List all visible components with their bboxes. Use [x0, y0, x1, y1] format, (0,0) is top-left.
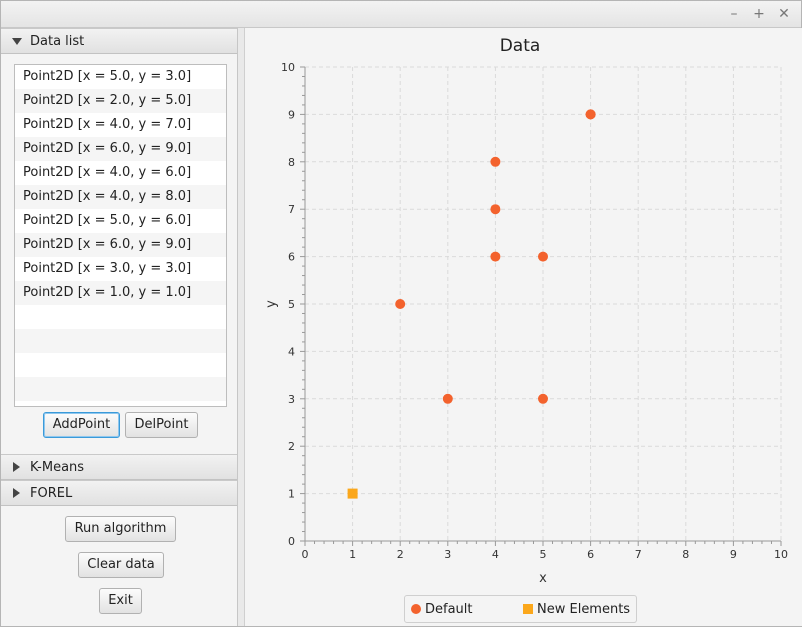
list-item[interactable]: Point2D [x = 6.0, y = 9.0] — [15, 137, 226, 161]
del-point-button[interactable]: DelPoint — [125, 412, 198, 438]
list-item[interactable]: Point2D [x = 2.0, y = 5.0] — [15, 89, 226, 113]
x-tick-label: 6 — [587, 548, 594, 561]
data-point-circle — [442, 393, 453, 404]
x-tick-label: 5 — [540, 548, 547, 561]
list-item[interactable]: Point2D [x = 5.0, y = 3.0] — [23, 69, 192, 84]
list-item[interactable]: Point2D [x = 6.0, y = 9.0] — [15, 233, 226, 257]
legend-label-default: Default — [425, 602, 473, 617]
circle-marker-icon — [411, 604, 421, 614]
x-tick-label: 4 — [492, 548, 499, 561]
data-list[interactable]: Point2D [x = 5.0, y = 3.0] Point2D [x = … — [14, 64, 227, 407]
scatter-chart: 0 1 2 3 4 5 6 7 8 9 10 0 1 2 3 4 5 6 7 8 9 10 x y — [264, 61, 788, 586]
chevron-right-icon — [13, 488, 23, 498]
add-point-button[interactable]: AddPoint — [43, 412, 120, 438]
empty-row — [15, 353, 226, 377]
legend-item-default: Default — [411, 602, 473, 617]
y-tick-label: 3 — [288, 393, 295, 406]
x-tick-label: 2 — [397, 548, 404, 561]
split-divider[interactable] — [238, 28, 245, 626]
chart-legend: Default New Elements — [404, 595, 637, 623]
maximize-button[interactable]: + — [753, 6, 765, 22]
data-point-circle — [395, 299, 406, 309]
close-button[interactable]: ✕ — [778, 6, 790, 22]
run-algorithm-button[interactable]: Run algorithm — [65, 516, 176, 542]
y-tick-label: 8 — [288, 156, 295, 169]
data-point-circle — [538, 251, 548, 262]
minimize-button[interactable]: – — [730, 6, 738, 22]
y-axis-label: y — [264, 300, 279, 308]
kmeans-title: K-Means — [30, 460, 85, 475]
chart-title: Data — [499, 36, 541, 56]
y-tick-label: 2 — [288, 440, 295, 453]
list-item[interactable]: Point2D [x = 3.0, y = 3.0] — [23, 261, 192, 276]
clear-data-button[interactable]: Clear data — [78, 552, 164, 578]
list-item[interactable]: Point2D [x = 5.0, y = 6.0] — [23, 213, 192, 228]
y-tick-label: 10 — [281, 61, 295, 74]
data-list-header[interactable]: Data list — [1, 28, 237, 54]
legend-item-new-elements: New Elements — [523, 602, 630, 617]
y-tick-label: 1 — [288, 488, 295, 501]
forel-title: FOREL — [30, 486, 73, 501]
y-tick-label: 4 — [288, 345, 295, 358]
list-item[interactable]: Point2D [x = 1.0, y = 1.0] — [15, 281, 226, 305]
y-tick-label: 7 — [288, 203, 295, 216]
y-tick-label: 0 — [288, 535, 295, 548]
chevron-right-icon — [13, 462, 23, 472]
x-tick-label: 1 — [349, 548, 356, 561]
x-tick-label: 7 — [635, 548, 642, 561]
y-tick-label: 9 — [288, 108, 295, 121]
chevron-down-icon — [12, 36, 22, 46]
exit-button[interactable]: Exit — [99, 588, 142, 614]
forel-header[interactable]: FOREL — [1, 480, 237, 506]
x-axis-label: x — [539, 571, 547, 586]
empty-row — [15, 329, 226, 353]
data-point-circle — [585, 109, 596, 120]
data-point-circle — [490, 156, 501, 167]
data-point-square — [347, 488, 358, 499]
data-point-circle — [538, 393, 548, 404]
data-list-title: Data list — [30, 34, 85, 49]
x-tick-label: 9 — [730, 548, 737, 561]
x-tick-label: 0 — [302, 548, 309, 561]
square-marker-icon — [523, 604, 533, 614]
x-tick-label: 10 — [774, 548, 788, 561]
data-point-circle — [490, 204, 501, 215]
kmeans-header[interactable]: K-Means — [1, 454, 237, 480]
x-tick-label: 3 — [444, 548, 451, 561]
list-item[interactable]: Point2D [x = 4.0, y = 8.0] — [15, 185, 226, 209]
chart-area: Data 0 1 2 3 4 5 6 7 8 9 10 0 1 2 3 4 5 6 7 8 9 10 x y Default … — [246, 28, 802, 626]
data-point-circle — [490, 251, 501, 262]
empty-row — [15, 305, 226, 329]
list-item[interactable]: Point2D [x = 4.0, y = 7.0] — [23, 117, 192, 132]
left-panel: Data list Point2D [x = 5.0, y = 3.0] Poi… — [1, 28, 238, 626]
empty-row — [15, 377, 226, 401]
title-bar: – + ✕ — [1, 1, 801, 28]
list-item[interactable]: Point2D [x = 4.0, y = 6.0] — [23, 165, 192, 180]
legend-label-new-elements: New Elements — [537, 602, 631, 617]
x-tick-label: 8 — [682, 548, 689, 561]
y-tick-label: 6 — [288, 251, 295, 264]
y-tick-label: 5 — [288, 298, 295, 311]
